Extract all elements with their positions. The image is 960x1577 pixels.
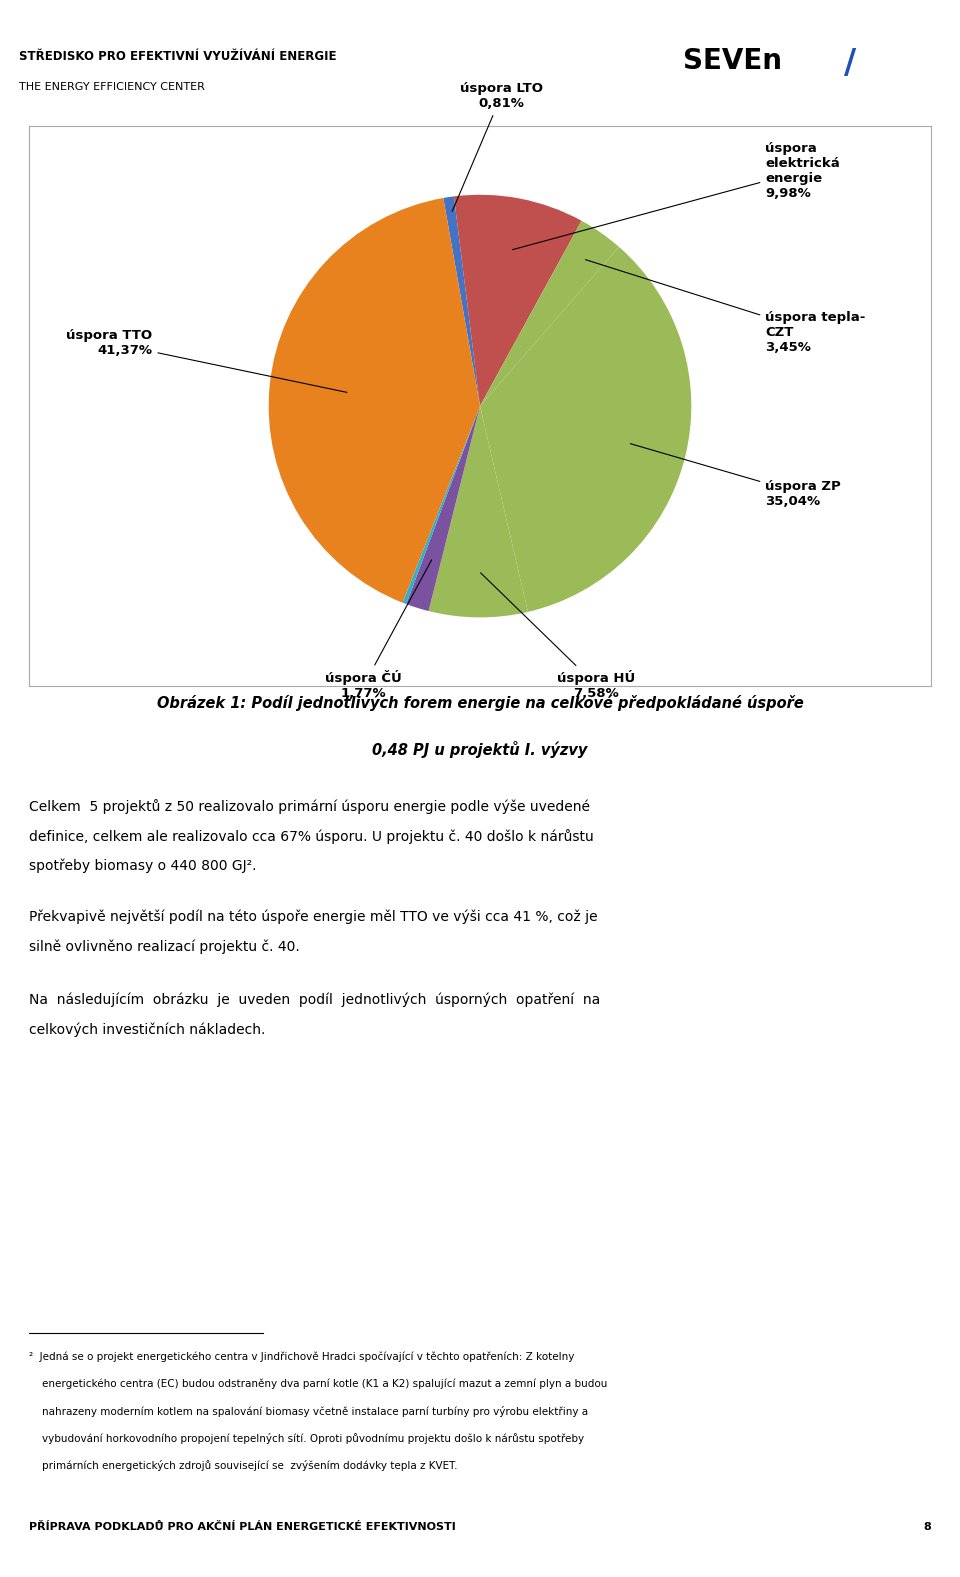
Text: vybudování horkovodního propojení tepelných sítí. Oproti původnímu projektu došl: vybudování horkovodního propojení tepeln… <box>29 1433 584 1445</box>
Text: definice, celkem ale realizovalo cca 67% úsporu. U projektu č. 40 došlo k nárůst: definice, celkem ale realizovalo cca 67%… <box>29 828 593 844</box>
Wedge shape <box>428 407 528 618</box>
Text: STŘEDISKO PRO EFEKTIVNÍ VYUŽÍVÁNÍ ENERGIE: STŘEDISKO PRO EFEKTIVNÍ VYUŽÍVÁNÍ ENERGI… <box>19 50 337 63</box>
Text: PŘÍPRAVA PODKLADŮ PRO AKČNÍ PLÁN ENERGETICKÉ EFEKTIVNOSTI: PŘÍPRAVA PODKLADŮ PRO AKČNÍ PLÁN ENERGET… <box>29 1522 456 1531</box>
Wedge shape <box>480 221 619 407</box>
Text: úspora ZP
35,04%: úspora ZP 35,04% <box>631 443 841 508</box>
Text: celkových investičních nákladech.: celkových investičních nákladech. <box>29 1022 265 1038</box>
Text: úspora TTO
41,37%: úspora TTO 41,37% <box>66 328 347 393</box>
Text: úspora HÚ
7,58%: úspora HÚ 7,58% <box>481 572 636 700</box>
Text: 8: 8 <box>924 1522 931 1531</box>
Text: Na  následujícím  obrázku  je  uveden  podíl  jednotlivých  úsporných  opatření : Na následujícím obrázku je uveden podíl … <box>29 992 600 1006</box>
Wedge shape <box>402 407 480 604</box>
Text: Překvapivě největší podíl na této úspoře energie měl TTO ve výši cca 41 %, což j: Překvapivě největší podíl na této úspoře… <box>29 910 597 924</box>
Text: ²  Jedná se o projekt energetického centra v Jindřichově Hradci spočívající v tě: ² Jedná se o projekt energetického centr… <box>29 1351 574 1361</box>
Text: spotřeby biomasy o 440 800 GJ².: spotřeby biomasy o 440 800 GJ². <box>29 859 256 874</box>
Text: energetického centra (EC) budou odstraněny dva parní kotle (K1 a K2) spalující m: energetického centra (EC) budou odstraně… <box>29 1378 607 1389</box>
Wedge shape <box>454 196 582 407</box>
Text: silně ovlivněno realizací projektu č. 40.: silně ovlivněno realizací projektu č. 40… <box>29 940 300 954</box>
Text: Celkem  5 projektů z 50 realizovalo primární úsporu energie podle výše uvedené: Celkem 5 projektů z 50 realizovalo primá… <box>29 798 589 814</box>
Text: primárních energetických zdrojů související se  zvýšením dodávky tepla z KVET.: primárních energetických zdrojů souvisej… <box>29 1460 457 1471</box>
Text: úspora tepla-
CZT
3,45%: úspora tepla- CZT 3,45% <box>586 260 866 353</box>
Text: úspora
elektrická
energie
9,98%: úspora elektrická energie 9,98% <box>513 142 840 249</box>
Wedge shape <box>444 197 480 407</box>
Text: nahrazeny moderním kotlem na spalování biomasy včetně instalace parní turbíny pr: nahrazeny moderním kotlem na spalování b… <box>29 1405 588 1416</box>
Text: úspora LTO
0,81%: úspora LTO 0,81% <box>452 82 542 211</box>
Text: Obrázek 1: Podíl jednotlivých forem energie na celkové předpokládané úspoře: Obrázek 1: Podíl jednotlivých forem ener… <box>156 695 804 711</box>
Text: SEVEn: SEVEn <box>683 47 781 76</box>
Wedge shape <box>269 199 480 602</box>
Text: THE ENERGY EFFICIENCY CENTER: THE ENERGY EFFICIENCY CENTER <box>19 82 205 91</box>
Wedge shape <box>480 248 691 612</box>
Wedge shape <box>406 407 480 610</box>
Text: /: / <box>844 47 856 80</box>
Text: úspora ČÚ
1,77%: úspora ČÚ 1,77% <box>325 560 432 700</box>
Text: 0,48 PJ u projektů I. výzvy: 0,48 PJ u projektů I. výzvy <box>372 741 588 757</box>
